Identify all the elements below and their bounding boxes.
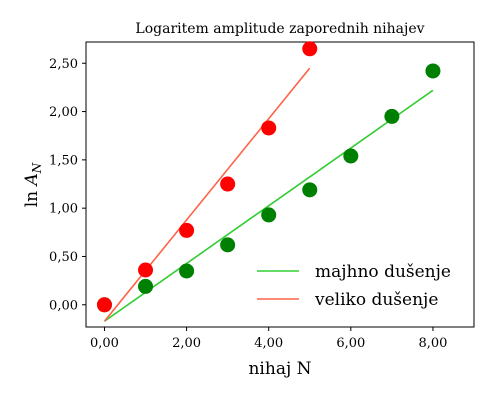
x-axis: 0,00 2,00 4,00 6,00 8,00 bbox=[90, 327, 447, 351]
data-point bbox=[261, 207, 277, 223]
data-point bbox=[179, 222, 195, 238]
data-point bbox=[302, 182, 318, 198]
data-point bbox=[425, 63, 441, 79]
legend: majhno dušenje veliko dušenje bbox=[257, 262, 451, 310]
legend-label: veliko dušenje bbox=[314, 290, 438, 310]
y-tick-label: 2,00 bbox=[49, 105, 78, 120]
data-point bbox=[138, 262, 154, 278]
fit-line bbox=[103, 67, 311, 322]
data-point bbox=[302, 41, 318, 57]
data-point bbox=[220, 237, 236, 253]
y-tick-label: 1,00 bbox=[49, 202, 78, 217]
chart-title: Logaritem amplitude zaporednih nihajev bbox=[135, 21, 424, 37]
legend-label: majhno dušenje bbox=[315, 262, 451, 282]
data-point bbox=[179, 263, 195, 279]
x-tick-label: 4,00 bbox=[254, 336, 283, 351]
x-tick-label: 8,00 bbox=[418, 336, 447, 351]
data-point bbox=[138, 278, 154, 294]
data-point bbox=[261, 120, 277, 136]
data-point bbox=[384, 108, 400, 124]
x-axis-label: nihaj N bbox=[248, 359, 311, 379]
data-points bbox=[96, 41, 441, 313]
x-tick-label: 2,00 bbox=[172, 336, 201, 351]
y-tick-label: 0,50 bbox=[49, 250, 78, 265]
x-tick-label: 0,00 bbox=[90, 336, 119, 351]
y-tick-label: 0,00 bbox=[49, 298, 78, 313]
data-point bbox=[343, 148, 359, 164]
data-point bbox=[96, 297, 112, 313]
plot-area bbox=[85, 41, 475, 328]
data-point bbox=[220, 176, 236, 192]
fit-line bbox=[104, 89, 434, 322]
y-axis-label: ln AN bbox=[22, 162, 44, 207]
fit-lines bbox=[103, 67, 434, 322]
y-tick-label: 1,50 bbox=[49, 153, 78, 168]
x-tick-label: 6,00 bbox=[336, 336, 365, 351]
y-axis: 0,00 0,50 1,00 1,50 2,00 2,50 bbox=[49, 57, 86, 313]
y-tick-label: 2,50 bbox=[49, 57, 78, 72]
